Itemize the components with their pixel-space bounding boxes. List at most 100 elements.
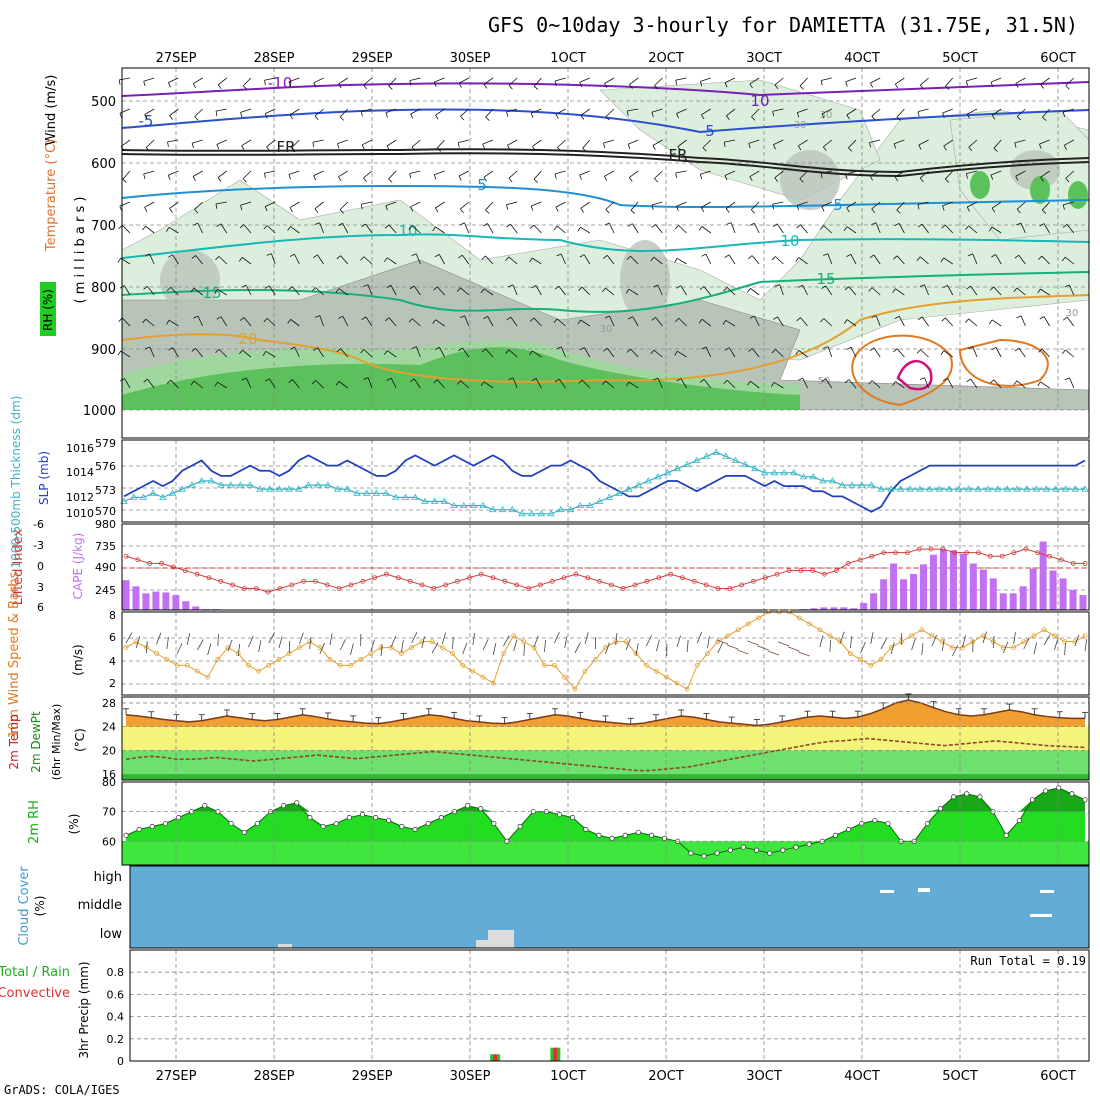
surface-wind-barb — [891, 642, 894, 654]
surface-wind-barb — [677, 636, 681, 647]
rh2m-marker — [334, 821, 338, 825]
date-label-bottom: 3OCT — [746, 1069, 782, 1084]
wind-tick: 2 — [109, 677, 116, 690]
rh2m-band — [122, 841, 1089, 865]
cape-bar — [192, 606, 199, 610]
surface-wind-barb — [1034, 642, 1037, 654]
wind-axis-label: Wind (m/s) — [44, 75, 59, 146]
rh2m-marker — [229, 821, 233, 825]
rh2m-marker — [347, 815, 351, 819]
cape-bar — [910, 574, 917, 610]
rh2m-marker — [255, 821, 259, 825]
cape-bar — [182, 601, 189, 610]
rh2m-marker — [137, 827, 141, 831]
cape-bar — [123, 580, 130, 610]
thickness-tick: 573 — [95, 484, 116, 497]
surface-wind-barb — [208, 643, 211, 655]
slp-line — [124, 455, 1085, 511]
cloud-level-label: middle — [78, 898, 122, 913]
rh2m-marker — [203, 804, 207, 808]
surface-wind-barb — [218, 634, 219, 646]
rh2m-marker — [741, 845, 745, 849]
temperature-axis-label-1: 2m Temp — [7, 714, 21, 769]
surface-wind-barb — [371, 640, 375, 651]
wind-barb — [118, 258, 121, 262]
cape-bar — [1010, 593, 1017, 610]
thickness-tick: 576 — [95, 460, 116, 473]
pressure-tick: 700 — [91, 219, 116, 234]
rh2m-marker — [1070, 792, 1074, 796]
rh-shade-grey — [620, 240, 670, 320]
surface-wind-barb — [575, 642, 581, 653]
rh2m-tick: 80 — [102, 776, 116, 789]
rh2m-axis-label: 2m RH — [27, 800, 42, 844]
rh2m-marker — [518, 824, 522, 828]
rh2m-marker — [570, 815, 574, 819]
surface-wind-barb — [963, 635, 966, 647]
cape-bar — [970, 563, 977, 610]
precip-tick: 0.2 — [107, 1033, 125, 1046]
surface-wind-barb — [952, 645, 957, 656]
wind-speed-line — [126, 612, 1085, 689]
cape-tick: 245 — [95, 584, 116, 597]
lifted-tick: -6 — [33, 518, 44, 531]
run-total: Run Total = 0.19 — [970, 954, 1086, 968]
cape-bar — [940, 549, 947, 610]
rh2m-marker — [492, 821, 496, 825]
cloud-level-label: low — [100, 927, 123, 942]
rh2m-marker — [478, 806, 482, 810]
surface-wind-barb — [350, 643, 353, 655]
date-label-bottom: 27SEP — [156, 1069, 197, 1084]
date-label-bottom: 6OCT — [1040, 1069, 1076, 1084]
rh2m-marker — [768, 851, 772, 855]
wind-tick: 8 — [109, 609, 116, 622]
rh2m-marker — [1017, 818, 1021, 822]
rh2m-marker — [584, 827, 588, 831]
contour-label: 10 — [750, 92, 769, 110]
surface-wind-barb — [167, 637, 169, 649]
slp-tick: 1012 — [66, 491, 94, 504]
rh2m-marker — [400, 824, 404, 828]
rh2m-marker — [965, 792, 969, 796]
surface-wind-barb — [687, 640, 688, 652]
surface-wind-barb — [626, 639, 631, 650]
cape-bar — [132, 586, 139, 610]
surface-wind-barb — [514, 639, 517, 651]
surface-wind-barb — [391, 636, 395, 647]
date-label-top: 30SEP — [450, 51, 491, 66]
temp-band-dark — [122, 774, 1089, 780]
pressure-tick: 1000 — [83, 404, 116, 419]
rh2m-marker — [413, 827, 417, 831]
rh2m-marker — [1083, 798, 1087, 802]
precip-total-label: Total / Rain — [0, 965, 70, 980]
wind-barb — [120, 206, 122, 211]
wind-unit-label: (m/s) — [71, 644, 85, 675]
cloud-cell — [918, 888, 930, 892]
contour-label: 15 — [816, 270, 835, 288]
cape-bar — [860, 603, 867, 610]
surface-wind-barb — [697, 632, 701, 643]
date-label-top: 27SEP — [156, 51, 197, 66]
rh2m-marker — [295, 801, 299, 805]
date-label-bottom: 4OCT — [844, 1069, 880, 1084]
cloud-unit-label: (%) — [33, 896, 47, 917]
rh2m-marker — [1043, 789, 1047, 793]
cape-bar — [950, 550, 957, 610]
rh2m-tick: 60 — [102, 835, 116, 848]
cape-bar — [1060, 578, 1067, 610]
rh-shade-dark — [970, 171, 990, 199]
contour-label: FR — [668, 146, 687, 164]
cloud-background — [130, 866, 1089, 948]
rh2m-marker — [951, 795, 955, 799]
surface-wind-barb — [922, 643, 923, 655]
date-label-top: 4OCT — [844, 51, 880, 66]
thickness-tick: 579 — [95, 437, 116, 450]
rh2m-marker — [439, 815, 443, 819]
cape-bar — [172, 595, 179, 610]
wind-barb — [119, 80, 120, 85]
